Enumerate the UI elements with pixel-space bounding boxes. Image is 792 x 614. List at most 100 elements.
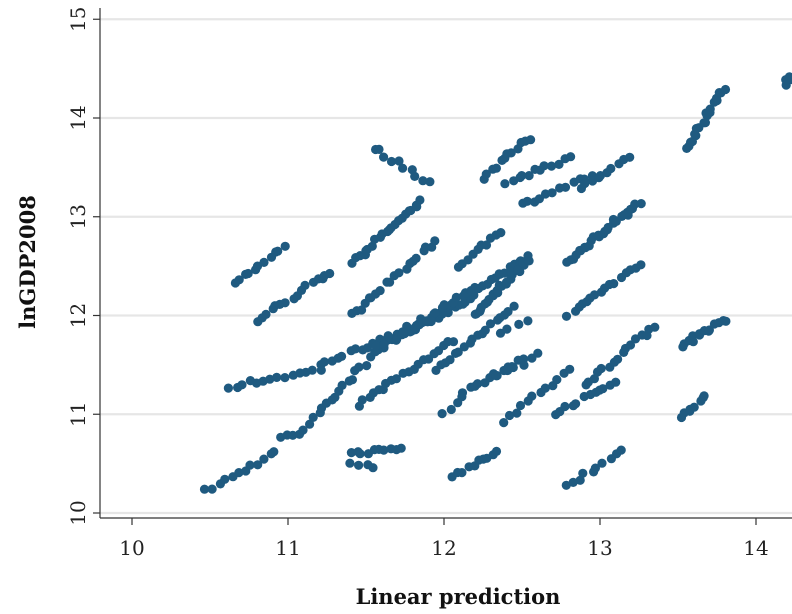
data-point: [523, 251, 533, 261]
data-point: [439, 300, 449, 310]
data-point: [473, 379, 483, 389]
data-point: [391, 374, 401, 384]
data-point: [308, 412, 318, 422]
data-point: [523, 316, 533, 326]
data-point: [517, 171, 527, 181]
data-point: [699, 391, 709, 401]
x-tick-label: 14: [743, 536, 768, 560]
data-point: [560, 401, 570, 412]
data-point: [280, 373, 290, 383]
data-point: [379, 340, 389, 350]
data-point: [566, 152, 576, 162]
data-point: [590, 463, 601, 473]
data-point: [499, 268, 509, 278]
data-point: [199, 484, 210, 494]
data-point: [480, 325, 490, 335]
data-point: [496, 228, 506, 238]
data-point: [616, 445, 626, 455]
data-point: [598, 384, 608, 394]
data-point: [259, 454, 269, 464]
data-point: [689, 402, 699, 412]
data-point: [575, 475, 585, 485]
data-point: [207, 484, 217, 494]
data-point: [243, 268, 253, 279]
data-point: [485, 319, 496, 329]
data-point: [539, 161, 549, 171]
data-point: [526, 135, 536, 145]
data-point: [411, 253, 421, 263]
data-point: [527, 391, 537, 401]
data-point: [571, 399, 581, 409]
data-point: [319, 357, 329, 367]
data-point: [625, 152, 635, 162]
data-point: [522, 196, 532, 206]
data-point: [547, 188, 557, 198]
data-point: [512, 408, 522, 418]
data-point: [354, 362, 364, 372]
data-point: [398, 163, 408, 173]
data-point: [300, 280, 310, 290]
data-point: [305, 419, 315, 429]
data-point: [368, 463, 378, 473]
data-point: [611, 377, 621, 387]
data-point: [430, 236, 440, 246]
data-point: [371, 341, 381, 351]
data-point: [502, 324, 512, 334]
data-point: [561, 311, 572, 321]
data-point: [245, 460, 255, 470]
data-point: [362, 361, 372, 371]
data-point: [355, 449, 365, 459]
y-axis-title: lnGDP2008: [15, 195, 40, 329]
data-point: [237, 380, 247, 390]
data-point: [337, 351, 347, 361]
data-point: [613, 354, 623, 364]
data-point: [350, 344, 361, 354]
data-point: [481, 240, 492, 250]
data-point: [561, 480, 571, 490]
data-point: [524, 171, 534, 181]
x-tick-label: 12: [431, 536, 456, 560]
data-point: [568, 477, 578, 487]
data-point: [451, 292, 461, 302]
data-point: [491, 371, 501, 381]
data-point: [265, 374, 275, 384]
data-point: [560, 182, 571, 192]
data-point: [298, 425, 308, 435]
data-point: [430, 308, 440, 318]
data-point: [514, 319, 524, 329]
data-point: [636, 199, 646, 209]
data-point: [253, 460, 263, 470]
data-point: [457, 468, 467, 478]
data-point: [445, 355, 455, 365]
data-point: [491, 446, 502, 456]
data-point: [499, 418, 509, 428]
data-point: [481, 169, 491, 179]
data-point: [500, 179, 510, 189]
data-point: [504, 410, 515, 421]
x-tick-label: 10: [119, 536, 144, 560]
data-point: [546, 161, 557, 171]
data-point: [650, 322, 660, 332]
data-point: [272, 372, 282, 382]
data-point: [589, 290, 600, 300]
y-axis-ticks: 10 11 12 13 14 15: [66, 7, 100, 526]
data-point: [787, 74, 792, 85]
data-point: [259, 257, 269, 267]
data-point: [223, 383, 233, 393]
data-point: [596, 363, 606, 374]
x-axis-ticks: 10 11 12 13 14: [119, 518, 769, 560]
data-point: [721, 316, 731, 326]
data-point: [234, 468, 244, 478]
data-point: [410, 171, 420, 181]
y-tick-label: 12: [66, 303, 90, 328]
data-point: [385, 277, 395, 287]
y-tick-label: 11: [66, 402, 90, 427]
data-point: [394, 156, 404, 166]
data-point: [425, 177, 435, 187]
data-point: [346, 448, 356, 458]
x-axis-title: Linear prediction: [356, 584, 561, 609]
data-point: [273, 246, 283, 256]
data-point: [307, 365, 317, 375]
data-point: [415, 195, 425, 205]
